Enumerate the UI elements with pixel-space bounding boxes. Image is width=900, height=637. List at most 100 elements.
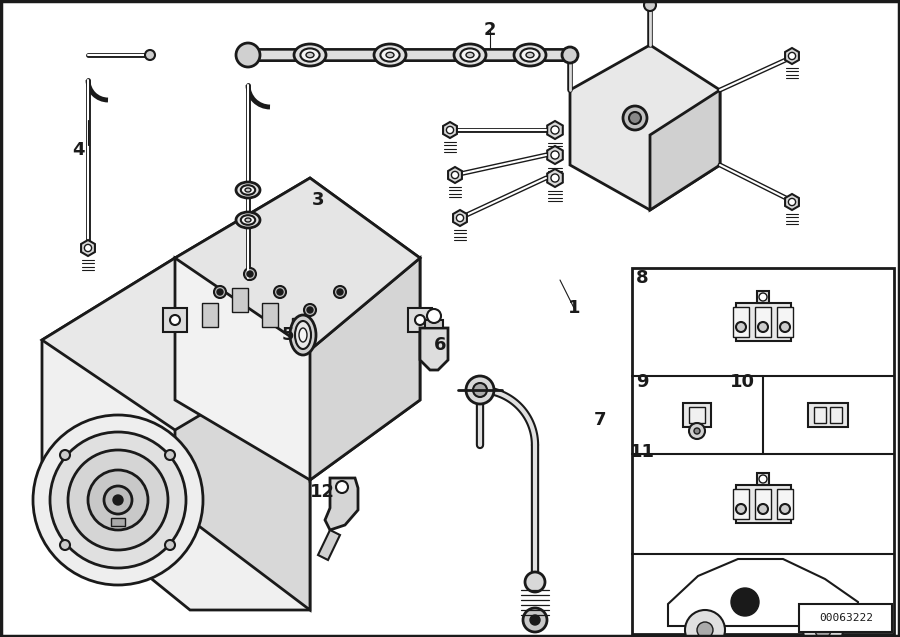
Polygon shape bbox=[318, 530, 340, 560]
Ellipse shape bbox=[466, 52, 474, 58]
Circle shape bbox=[551, 126, 559, 134]
Ellipse shape bbox=[290, 315, 316, 355]
Polygon shape bbox=[448, 167, 462, 183]
Circle shape bbox=[452, 171, 459, 178]
Circle shape bbox=[307, 307, 313, 313]
Text: 12: 12 bbox=[310, 483, 335, 501]
Circle shape bbox=[88, 470, 148, 530]
Text: 3: 3 bbox=[311, 191, 324, 209]
Circle shape bbox=[644, 0, 656, 11]
Circle shape bbox=[214, 286, 226, 298]
Ellipse shape bbox=[374, 44, 406, 66]
Ellipse shape bbox=[381, 48, 400, 62]
Ellipse shape bbox=[526, 52, 534, 58]
Circle shape bbox=[731, 588, 759, 616]
Circle shape bbox=[780, 322, 790, 332]
Circle shape bbox=[104, 486, 132, 514]
Bar bbox=[736, 485, 791, 523]
Polygon shape bbox=[443, 122, 457, 138]
Circle shape bbox=[334, 286, 346, 298]
Circle shape bbox=[758, 504, 768, 514]
Circle shape bbox=[274, 286, 286, 298]
Bar bbox=[163, 308, 187, 332]
Bar bbox=[262, 303, 278, 327]
Text: 6: 6 bbox=[434, 336, 446, 354]
Circle shape bbox=[236, 43, 260, 67]
Circle shape bbox=[736, 322, 746, 332]
Circle shape bbox=[473, 383, 487, 397]
Bar bbox=[830, 407, 842, 423]
Circle shape bbox=[33, 415, 203, 585]
Circle shape bbox=[68, 450, 168, 550]
Polygon shape bbox=[42, 258, 310, 610]
Circle shape bbox=[551, 151, 559, 159]
Circle shape bbox=[336, 481, 348, 493]
Bar bbox=[755, 489, 771, 519]
Circle shape bbox=[85, 245, 92, 252]
Ellipse shape bbox=[236, 212, 260, 228]
Bar bbox=[733, 307, 749, 337]
Text: 9: 9 bbox=[635, 373, 648, 391]
Circle shape bbox=[277, 289, 283, 295]
Circle shape bbox=[530, 615, 540, 625]
Circle shape bbox=[525, 572, 545, 592]
Polygon shape bbox=[42, 258, 310, 430]
Ellipse shape bbox=[241, 215, 256, 225]
Circle shape bbox=[113, 495, 123, 505]
Ellipse shape bbox=[454, 44, 486, 66]
Ellipse shape bbox=[461, 48, 480, 62]
Circle shape bbox=[815, 622, 831, 637]
Circle shape bbox=[803, 610, 843, 637]
Ellipse shape bbox=[299, 328, 307, 342]
Circle shape bbox=[165, 450, 175, 460]
Circle shape bbox=[694, 428, 700, 434]
Text: 7: 7 bbox=[594, 411, 607, 429]
Ellipse shape bbox=[294, 44, 326, 66]
Text: 00063222: 00063222 bbox=[819, 613, 873, 623]
Bar bbox=[733, 489, 749, 519]
Bar bbox=[814, 407, 826, 423]
Circle shape bbox=[759, 475, 767, 483]
Circle shape bbox=[685, 610, 725, 637]
Text: 8: 8 bbox=[635, 269, 648, 287]
Polygon shape bbox=[785, 194, 799, 210]
Bar bbox=[202, 303, 218, 327]
Polygon shape bbox=[81, 240, 94, 256]
Circle shape bbox=[60, 540, 70, 550]
Text: 10: 10 bbox=[730, 373, 754, 391]
Bar bbox=[736, 303, 791, 341]
Polygon shape bbox=[175, 178, 420, 480]
Text: 1: 1 bbox=[568, 299, 580, 317]
Ellipse shape bbox=[245, 218, 251, 222]
Circle shape bbox=[170, 315, 180, 325]
Polygon shape bbox=[570, 45, 720, 210]
Polygon shape bbox=[175, 178, 420, 350]
Polygon shape bbox=[175, 258, 310, 610]
Ellipse shape bbox=[301, 48, 320, 62]
Circle shape bbox=[415, 315, 425, 325]
Polygon shape bbox=[547, 169, 562, 187]
Circle shape bbox=[337, 289, 343, 295]
Ellipse shape bbox=[386, 52, 394, 58]
Circle shape bbox=[304, 304, 316, 316]
Ellipse shape bbox=[241, 185, 256, 195]
Circle shape bbox=[629, 112, 641, 124]
Text: 11: 11 bbox=[629, 443, 654, 461]
Ellipse shape bbox=[245, 188, 251, 192]
Circle shape bbox=[446, 126, 454, 134]
Bar bbox=[777, 489, 793, 519]
Bar bbox=[292, 318, 308, 342]
Ellipse shape bbox=[295, 321, 311, 349]
Circle shape bbox=[145, 50, 155, 60]
Bar bbox=[232, 288, 248, 312]
Circle shape bbox=[247, 271, 253, 277]
Circle shape bbox=[165, 540, 175, 550]
Circle shape bbox=[466, 376, 494, 404]
Polygon shape bbox=[650, 90, 720, 210]
Circle shape bbox=[427, 309, 441, 323]
Text: 5: 5 bbox=[282, 326, 294, 344]
Bar bbox=[757, 291, 769, 303]
Polygon shape bbox=[425, 320, 443, 328]
Bar bbox=[799, 604, 892, 632]
Polygon shape bbox=[785, 48, 799, 64]
